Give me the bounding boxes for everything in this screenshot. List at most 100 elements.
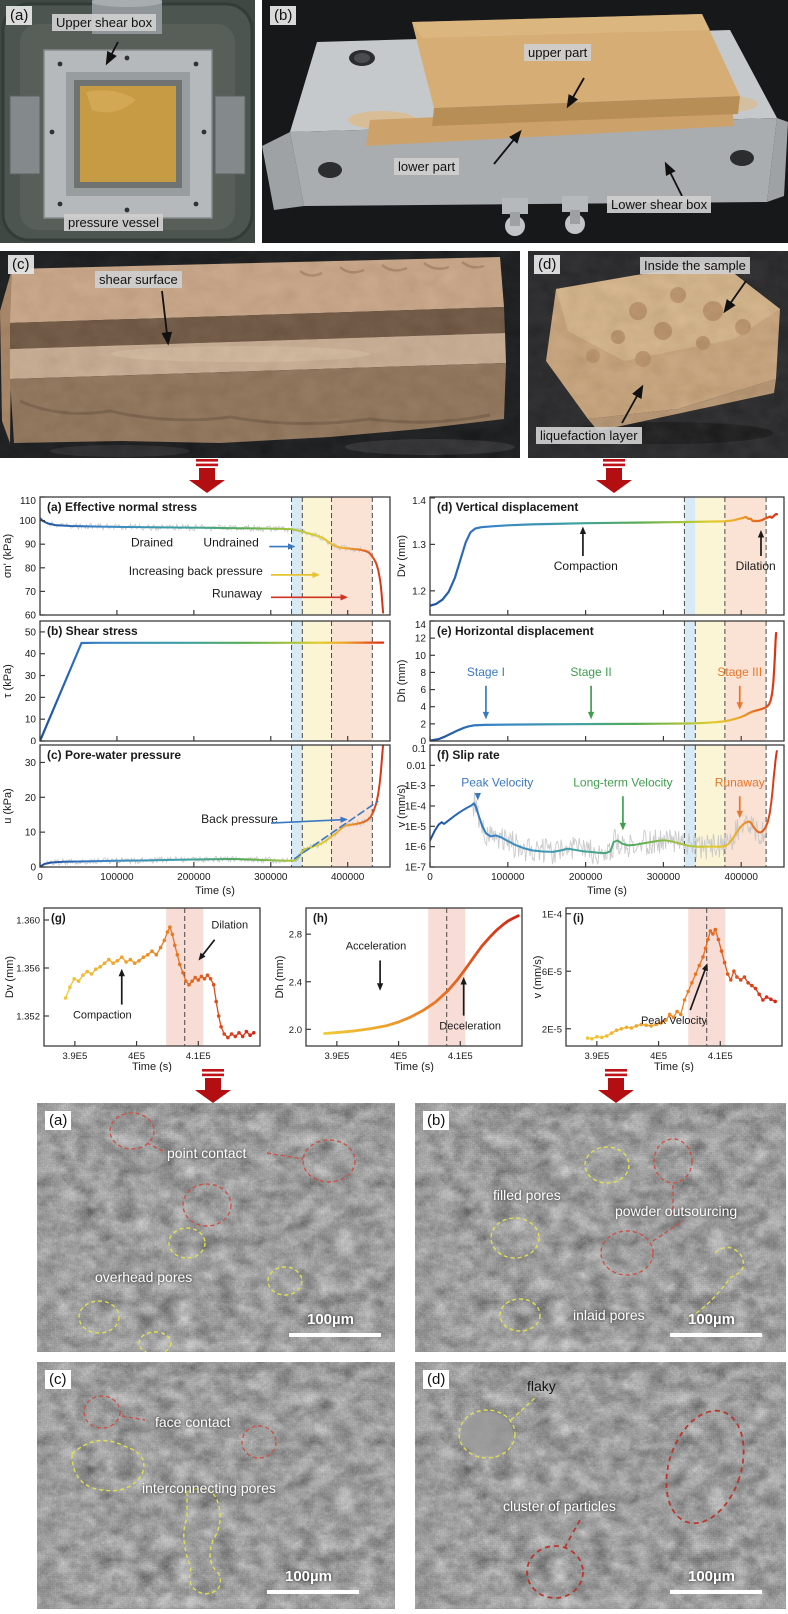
stage-band bbox=[724, 745, 767, 867]
sem-label-face-contact: face contact bbox=[155, 1414, 231, 1430]
y-tick-label: 70 bbox=[25, 587, 37, 598]
stage-band bbox=[331, 497, 373, 615]
panel-letter-b: (b) bbox=[270, 6, 297, 25]
data-point bbox=[145, 953, 150, 957]
annotation-arrowhead bbox=[587, 711, 595, 720]
x-axis-label: Time (s) bbox=[195, 885, 235, 897]
chart-pore-water-pressure: 0 10 20 30 0 100000 200000 300000 400000 Time (s)… bbox=[2, 744, 391, 897]
data-point bbox=[68, 985, 72, 989]
data-point bbox=[244, 1029, 249, 1034]
annotation-text: Long-term Velocity bbox=[573, 775, 672, 789]
data-point bbox=[729, 978, 733, 982]
y-tick-label: 1.3 bbox=[412, 540, 426, 551]
y-tick-label: 1E-7 bbox=[405, 863, 427, 874]
annotation-text: Peak Velocity bbox=[461, 775, 533, 789]
y-tick-label: 20 bbox=[25, 793, 37, 804]
data-point bbox=[667, 1012, 672, 1017]
panel-letter-c: (c) bbox=[8, 255, 34, 274]
chart-zoom-slip-rate: 2E-5 6E-5 1E-4 3.9E5 4E5 4.1E5 Time (s) v (mm/s… bbox=[532, 907, 783, 1072]
annotation-text: Undrained bbox=[203, 536, 258, 550]
x-tick-label: 3.9E5 bbox=[324, 1051, 349, 1062]
data-point bbox=[742, 975, 747, 979]
annotation-arrow bbox=[493, 129, 522, 165]
y-tick-label: 12 bbox=[415, 634, 427, 645]
label-pressure-vessel: pressure vessel bbox=[64, 214, 164, 231]
data-point bbox=[208, 977, 213, 981]
data-point bbox=[168, 925, 172, 929]
stage-boundary-lines bbox=[683, 745, 767, 867]
yellow-dashed-flaky-circle bbox=[458, 1395, 538, 1459]
data-point bbox=[240, 1034, 245, 1039]
axis-ticks-labels: 2E-5 6E-5 1E-4 3.9E5 4E5 4.1E5 bbox=[542, 909, 733, 1062]
x-tick-label: 200000 bbox=[569, 872, 603, 883]
sem-scale-label: 100µm bbox=[285, 1568, 333, 1585]
series-group bbox=[63, 925, 256, 1040]
data-point bbox=[202, 977, 207, 981]
sem-label-powder-outsourcing: powder outsourcing bbox=[615, 1203, 738, 1219]
y-axis-label: Dh (mm) bbox=[274, 956, 286, 999]
scale-bar bbox=[670, 1333, 762, 1337]
x-tick-label: 4.1E5 bbox=[186, 1051, 211, 1062]
data-point bbox=[107, 957, 111, 962]
data-point bbox=[686, 989, 690, 994]
annotation-text: Dilation bbox=[211, 920, 248, 932]
data-point bbox=[713, 927, 718, 932]
axis-ticks-labels: 1E-7 1E-6 1E-5 1E-4 1E-3 0.01 0.1 0 100000 200000… bbox=[405, 744, 758, 883]
annotation-arrowhead bbox=[118, 968, 125, 977]
annotation-text: Peak Velocity bbox=[641, 1015, 708, 1027]
y-tick-label: 30 bbox=[25, 671, 37, 682]
data-point bbox=[199, 974, 204, 979]
data-point bbox=[738, 978, 743, 982]
annotation-text: Runaway bbox=[212, 586, 262, 600]
chart-slip-rate: 1E-7 1E-6 1E-5 1E-4 1E-3 0.01 0.1 0 100000 200000… bbox=[396, 744, 785, 897]
chart-title: (h) bbox=[313, 913, 328, 925]
data-point bbox=[102, 961, 107, 965]
annotation-text: Compaction bbox=[554, 559, 618, 573]
chart-title: (c) Pore-water pressure bbox=[47, 748, 181, 762]
y-tick-label: 0 bbox=[30, 863, 36, 874]
data-point bbox=[170, 932, 175, 937]
annotation-arrowhead bbox=[288, 543, 296, 550]
series-line bbox=[430, 631, 778, 741]
x-tick-label: 3.9E5 bbox=[62, 1051, 87, 1062]
data-point bbox=[137, 959, 141, 963]
sem-scale-label: 100µm bbox=[688, 1311, 736, 1328]
annotation-arrowhead bbox=[312, 571, 320, 579]
yellow-dashed-pore-outlines bbox=[71, 1439, 222, 1595]
annotation-text: Increasing back pressure bbox=[129, 564, 263, 578]
data-point bbox=[609, 1031, 614, 1035]
sem-label-inlaid-pores: inlaid pores bbox=[573, 1307, 645, 1323]
x-tick-label: 4E5 bbox=[650, 1051, 667, 1062]
annotations: Back pressure bbox=[201, 812, 348, 826]
series-group bbox=[430, 631, 778, 741]
y-tick-label: 1.360 bbox=[16, 916, 40, 927]
chart-title: (i) bbox=[573, 913, 584, 925]
data-point bbox=[690, 981, 694, 985]
y-tick-label: 40 bbox=[25, 649, 37, 660]
red-dashed-contact-circles bbox=[109, 1112, 356, 1227]
photo-lower-shear-box: (b) upper part lower part Lower shear bo… bbox=[262, 0, 788, 243]
data-point bbox=[614, 1028, 619, 1032]
data-point bbox=[94, 967, 98, 971]
y-tick-label: 2.4 bbox=[289, 977, 302, 988]
annotation-text: Deceleration bbox=[439, 1020, 501, 1032]
data-point bbox=[165, 930, 170, 934]
y-axis-label: u (kPa) bbox=[2, 788, 14, 823]
y-tick-label: 0 bbox=[30, 737, 36, 745]
sem-panel-letter-c: (c) bbox=[45, 1370, 71, 1389]
chart-title: (g) bbox=[51, 913, 66, 925]
annotation-text: Stage I bbox=[467, 665, 505, 679]
y-axis-label: Dv (mm) bbox=[396, 535, 408, 577]
data-point bbox=[158, 945, 163, 950]
annotation-arrow bbox=[270, 818, 346, 824]
y-tick-label: 6E-5 bbox=[542, 967, 562, 978]
stage-boundary-lines bbox=[291, 621, 373, 741]
annotation-arrowhead bbox=[340, 594, 348, 601]
data-point bbox=[735, 975, 739, 979]
y-tick-label: 0.01 bbox=[407, 761, 427, 772]
data-point bbox=[120, 955, 124, 959]
chart-title: (d) Vertical displacement bbox=[437, 500, 578, 514]
stage-band bbox=[291, 745, 303, 867]
data-point bbox=[664, 1018, 668, 1022]
label-upper-part: upper part bbox=[524, 44, 592, 61]
